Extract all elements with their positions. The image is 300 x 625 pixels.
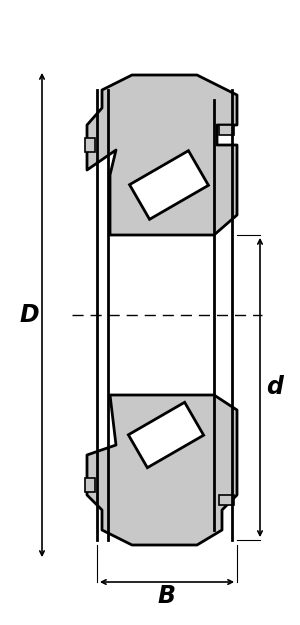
Text: B: B xyxy=(158,584,176,608)
Text: D: D xyxy=(19,303,39,327)
Polygon shape xyxy=(219,495,234,505)
Polygon shape xyxy=(219,125,234,135)
Polygon shape xyxy=(128,402,204,468)
Polygon shape xyxy=(87,395,237,545)
Polygon shape xyxy=(87,75,237,235)
Polygon shape xyxy=(130,151,208,219)
Polygon shape xyxy=(85,478,95,492)
Text: d: d xyxy=(267,376,284,399)
Bar xyxy=(108,235,214,395)
Polygon shape xyxy=(85,138,95,152)
